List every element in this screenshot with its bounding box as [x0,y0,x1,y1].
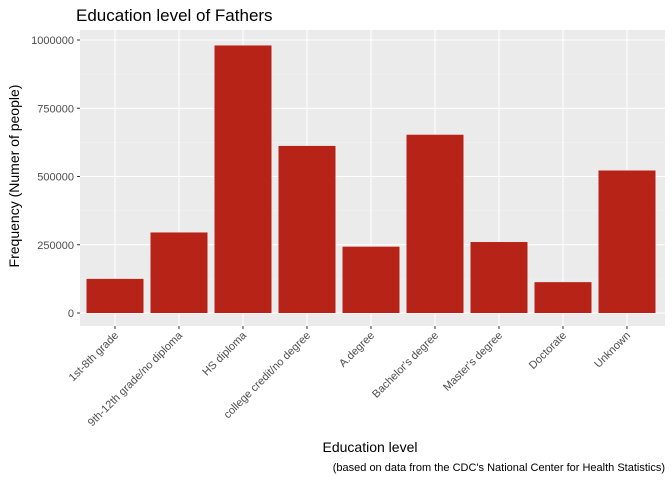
bar [406,134,464,313]
bars [86,45,656,314]
chart-caption: (based on data from the CDC's National C… [333,462,665,474]
bar [342,246,400,313]
x-tick-label: HS diploma [200,329,249,378]
x-tick-label: Unknown [592,330,633,371]
x-tick-label: Bachelor's degree [370,330,441,401]
y-axis: 0 250000 500000 750000 1000000 [31,35,80,320]
bar [214,45,272,314]
bar [278,145,336,313]
x-tick-label: A.degree [337,330,377,370]
y-tick-label: 750000 [37,103,74,115]
x-tick-label: 1st-8th grade [67,330,121,384]
x-tick-label: Master's degree [441,330,505,394]
y-tick-label: 1000000 [31,35,74,47]
bar [534,282,592,313]
y-tick-label: 250000 [37,240,74,252]
y-axis-label: Frequency (Numer of people) [6,85,22,268]
bar [470,242,528,313]
bar [150,232,208,313]
x-tick-label: Doctorate [527,330,569,372]
bar [598,170,656,313]
y-tick-label: 500000 [37,172,74,184]
y-tick-label: 0 [68,308,74,320]
x-axis-label: Education level [323,439,418,455]
bar [86,278,144,313]
chart-title: Education level of Fathers [76,6,273,25]
